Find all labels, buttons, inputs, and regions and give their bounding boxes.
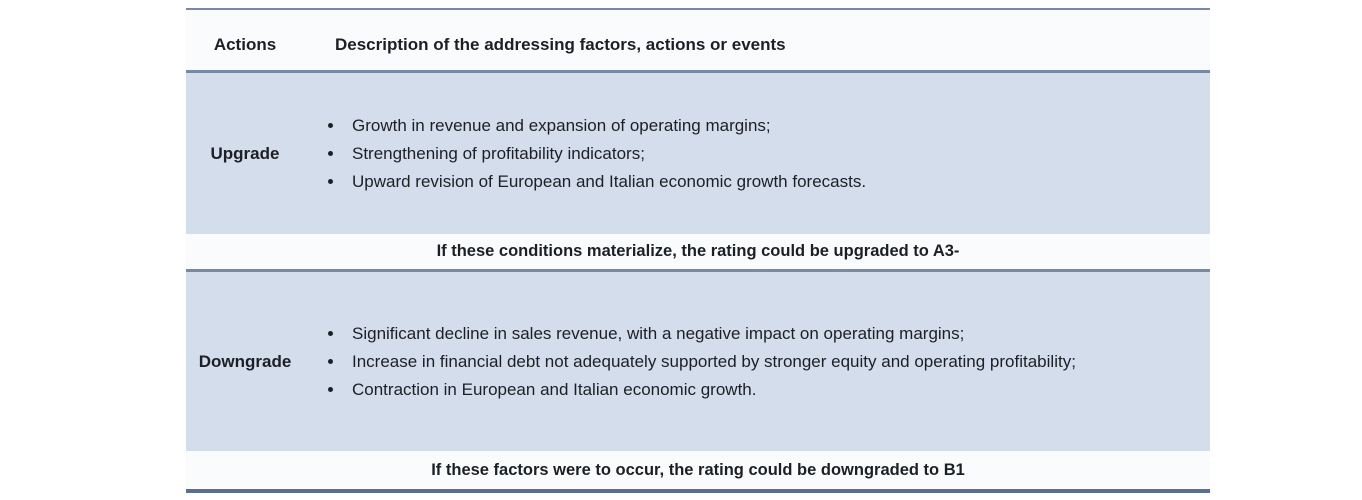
rating-sensitivity-table: Actions Description of the addressing fa… bbox=[186, 8, 1210, 493]
divider-under-header bbox=[186, 70, 1210, 73]
downgrade-label: Downgrade bbox=[198, 351, 292, 371]
list-item: Upward revision of European and Italian … bbox=[345, 168, 1180, 196]
upgrade-description-cell: Growth in revenue and expansion of opera… bbox=[304, 112, 1210, 196]
list-item: Growth in revenue and expansion of opera… bbox=[345, 112, 1180, 140]
downgrade-description-cell: Significant decline in sales revenue, wi… bbox=[304, 320, 1210, 404]
divider-top bbox=[186, 8, 1210, 10]
downgrade-factors-list: Significant decline in sales revenue, wi… bbox=[322, 320, 1180, 404]
table-row-upgrade: Upgrade Growth in revenue and expansion … bbox=[186, 73, 1210, 234]
upgrade-factors-list: Growth in revenue and expansion of opera… bbox=[322, 112, 1180, 196]
list-item: Strengthening of profitability indicator… bbox=[345, 140, 1180, 168]
list-item: Contraction in European and Italian econ… bbox=[345, 376, 1180, 404]
column-header-description: Description of the addressing factors, a… bbox=[335, 35, 786, 54]
divider-mid bbox=[186, 269, 1210, 272]
table-header-row: Actions Description of the addressing fa… bbox=[186, 10, 1210, 70]
upgrade-label: Upgrade bbox=[210, 143, 280, 163]
upgrade-note: If these conditions materialize, the rat… bbox=[186, 234, 1210, 269]
list-item: Increase in financial debt not adequatel… bbox=[345, 348, 1180, 376]
list-item: Significant decline in sales revenue, wi… bbox=[345, 320, 1180, 348]
downgrade-note: If these factors were to occur, the rati… bbox=[186, 451, 1210, 489]
divider-bottom bbox=[186, 489, 1210, 493]
column-header-actions: Actions bbox=[213, 35, 277, 54]
table-row-downgrade: Downgrade Significant decline in sales r… bbox=[186, 272, 1210, 451]
